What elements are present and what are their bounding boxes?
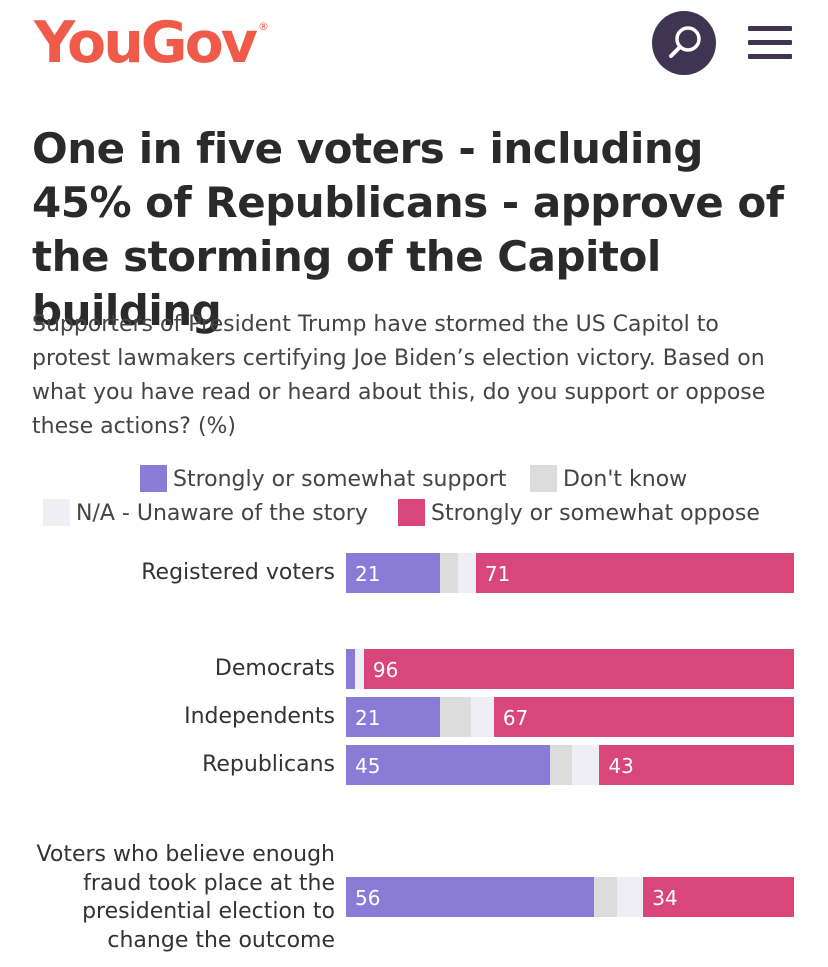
bar-segment-support xyxy=(346,745,550,785)
data-label: 67 xyxy=(502,706,529,730)
row-label-fraud-believers: Voters who believe enough fraud took pla… xyxy=(36,842,335,953)
menu-button[interactable] xyxy=(748,26,792,60)
data-label: 43 xyxy=(608,754,634,778)
bar-segment-oppose xyxy=(363,649,794,689)
data-label: 34 xyxy=(652,886,678,910)
legend-item-oppose: Strongly or somewhat oppose xyxy=(398,499,760,527)
row-label-democrats: Democrats xyxy=(214,656,335,681)
bar-segment-support xyxy=(346,553,441,593)
legend-swatch xyxy=(140,465,167,492)
bar-segment-oppose xyxy=(643,877,794,917)
legend-label: Strongly or somewhat support xyxy=(173,467,507,492)
search-button[interactable] xyxy=(652,11,716,75)
menu-icon-line xyxy=(748,54,792,59)
legend-label: Strongly or somewhat oppose xyxy=(431,501,760,526)
bar-segment-dont-know xyxy=(440,553,458,593)
bar-registered-voters: 21 71 xyxy=(346,553,794,593)
data-label: 21 xyxy=(355,562,381,586)
legend-label: N/A - Unaware of the story xyxy=(76,501,368,526)
legend-swatch xyxy=(43,499,70,526)
bar-segment-na xyxy=(572,745,600,785)
bar-segment-oppose xyxy=(599,745,794,785)
data-label: 56 xyxy=(355,886,381,910)
legend-label: Don't know xyxy=(563,467,688,492)
bar-segment-oppose xyxy=(493,697,794,737)
bar-segment-na xyxy=(354,649,364,689)
legend-item-na: N/A - Unaware of the story xyxy=(43,499,368,527)
bar-independents: 21 67 xyxy=(346,697,794,737)
bar-segment-dont-know xyxy=(549,745,573,785)
legend-swatch xyxy=(398,499,425,526)
logo[interactable]: YouGov xyxy=(34,10,258,76)
row-label-republicans: Republicans xyxy=(202,752,335,777)
article-subtitle: Supporters of President Trump have storm… xyxy=(32,312,766,439)
legend-item-support: Strongly or somewhat support xyxy=(140,465,507,493)
bar-segment-support xyxy=(346,649,355,689)
bar-segment-na xyxy=(471,697,494,737)
registered-mark: ® xyxy=(258,20,269,33)
article-title: One in five voters - including 45% of Re… xyxy=(32,124,784,335)
legend-swatch xyxy=(530,465,557,492)
menu-icon-line xyxy=(748,40,792,45)
bar-segment-na xyxy=(616,877,644,917)
data-label: 96 xyxy=(372,658,399,682)
data-label: 45 xyxy=(355,754,381,778)
bar-segment-na xyxy=(458,553,476,593)
bar-republicans: 45 43 xyxy=(346,745,794,785)
menu-icon-line xyxy=(748,26,792,31)
data-label: 71 xyxy=(484,562,511,586)
bar-democrats: 96 xyxy=(346,649,794,689)
row-label-registered-voters: Registered voters xyxy=(141,560,335,585)
bar-fraud-believers: 56 34 xyxy=(346,877,794,917)
search-icon xyxy=(669,26,701,58)
row-label-independents: Independents xyxy=(184,704,335,729)
bar-segment-support xyxy=(346,697,441,737)
bar-segment-support xyxy=(346,877,595,917)
bar-segment-oppose xyxy=(475,553,794,593)
data-label: 21 xyxy=(355,706,381,730)
legend-item-dont-know: Don't know xyxy=(530,465,687,493)
bar-segment-dont-know xyxy=(594,877,617,917)
bar-segment-dont-know xyxy=(440,697,472,737)
